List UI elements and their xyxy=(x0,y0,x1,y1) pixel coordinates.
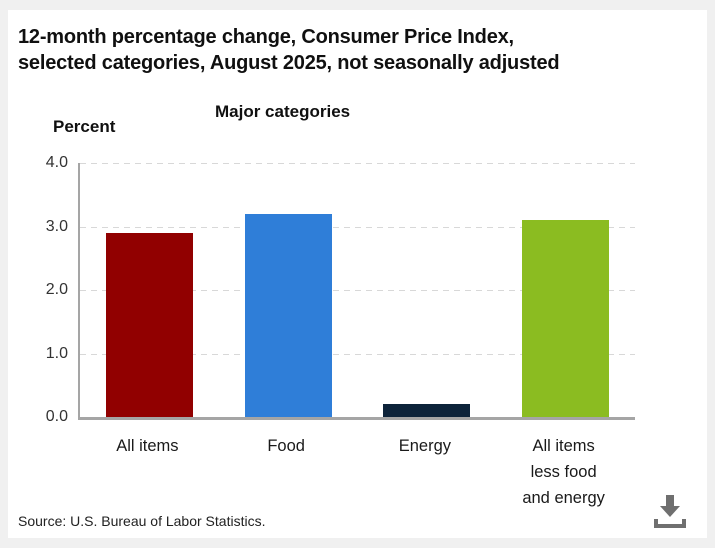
download-icon xyxy=(653,495,687,533)
x-axis-label-energy: Energy xyxy=(356,433,495,459)
y-tick-label: 3.0 xyxy=(45,217,68,235)
y-tick-label: 0.0 xyxy=(45,408,68,425)
x-axis-label-text: Food xyxy=(267,437,305,455)
gridline xyxy=(80,290,635,291)
chart-title-line2: selected categories, August 2025, not se… xyxy=(18,52,560,74)
bar-all-items-less-food-and-energy[interactable] xyxy=(522,220,610,417)
bar-energy[interactable] xyxy=(383,404,471,417)
chart-title-line1: 12-month percentage change, Consumer Pri… xyxy=(18,26,514,48)
chart-title: 12-month percentage change, Consumer Pri… xyxy=(18,24,560,76)
chart-subtitle: Major categories xyxy=(215,102,351,121)
x-axis-label-all-items: All items xyxy=(78,433,217,459)
bar-food[interactable] xyxy=(244,213,332,417)
plot-area xyxy=(78,163,635,420)
gridline xyxy=(80,163,635,164)
x-axis-label-text: All items xyxy=(116,437,179,455)
y-axis-ticks: 4.0 3.0 2.0 1.0 0.0 xyxy=(8,154,68,425)
x-axis-label-text: Energy xyxy=(398,437,452,455)
y-tick-label: 4.0 xyxy=(45,154,68,171)
download-button[interactable] xyxy=(653,492,687,530)
source-note: Source: U.S. Bureau of Labor Statistics. xyxy=(18,513,266,529)
gridline xyxy=(80,226,635,228)
x-axis-label-text: All items less food and energy xyxy=(522,437,605,507)
y-tick-label: 1.0 xyxy=(45,344,68,362)
y-axis-title: Percent xyxy=(53,117,116,136)
gridline xyxy=(80,353,635,355)
chart-card: 12-month percentage change, Consumer Pri… xyxy=(8,10,707,538)
y-tick-label: 2.0 xyxy=(45,281,68,298)
x-axis-label-food: Food xyxy=(217,433,356,459)
x-axis-label-all-items-less-food-and-energy: All items less food and energy xyxy=(494,433,633,511)
bar-all-items[interactable] xyxy=(105,232,193,417)
